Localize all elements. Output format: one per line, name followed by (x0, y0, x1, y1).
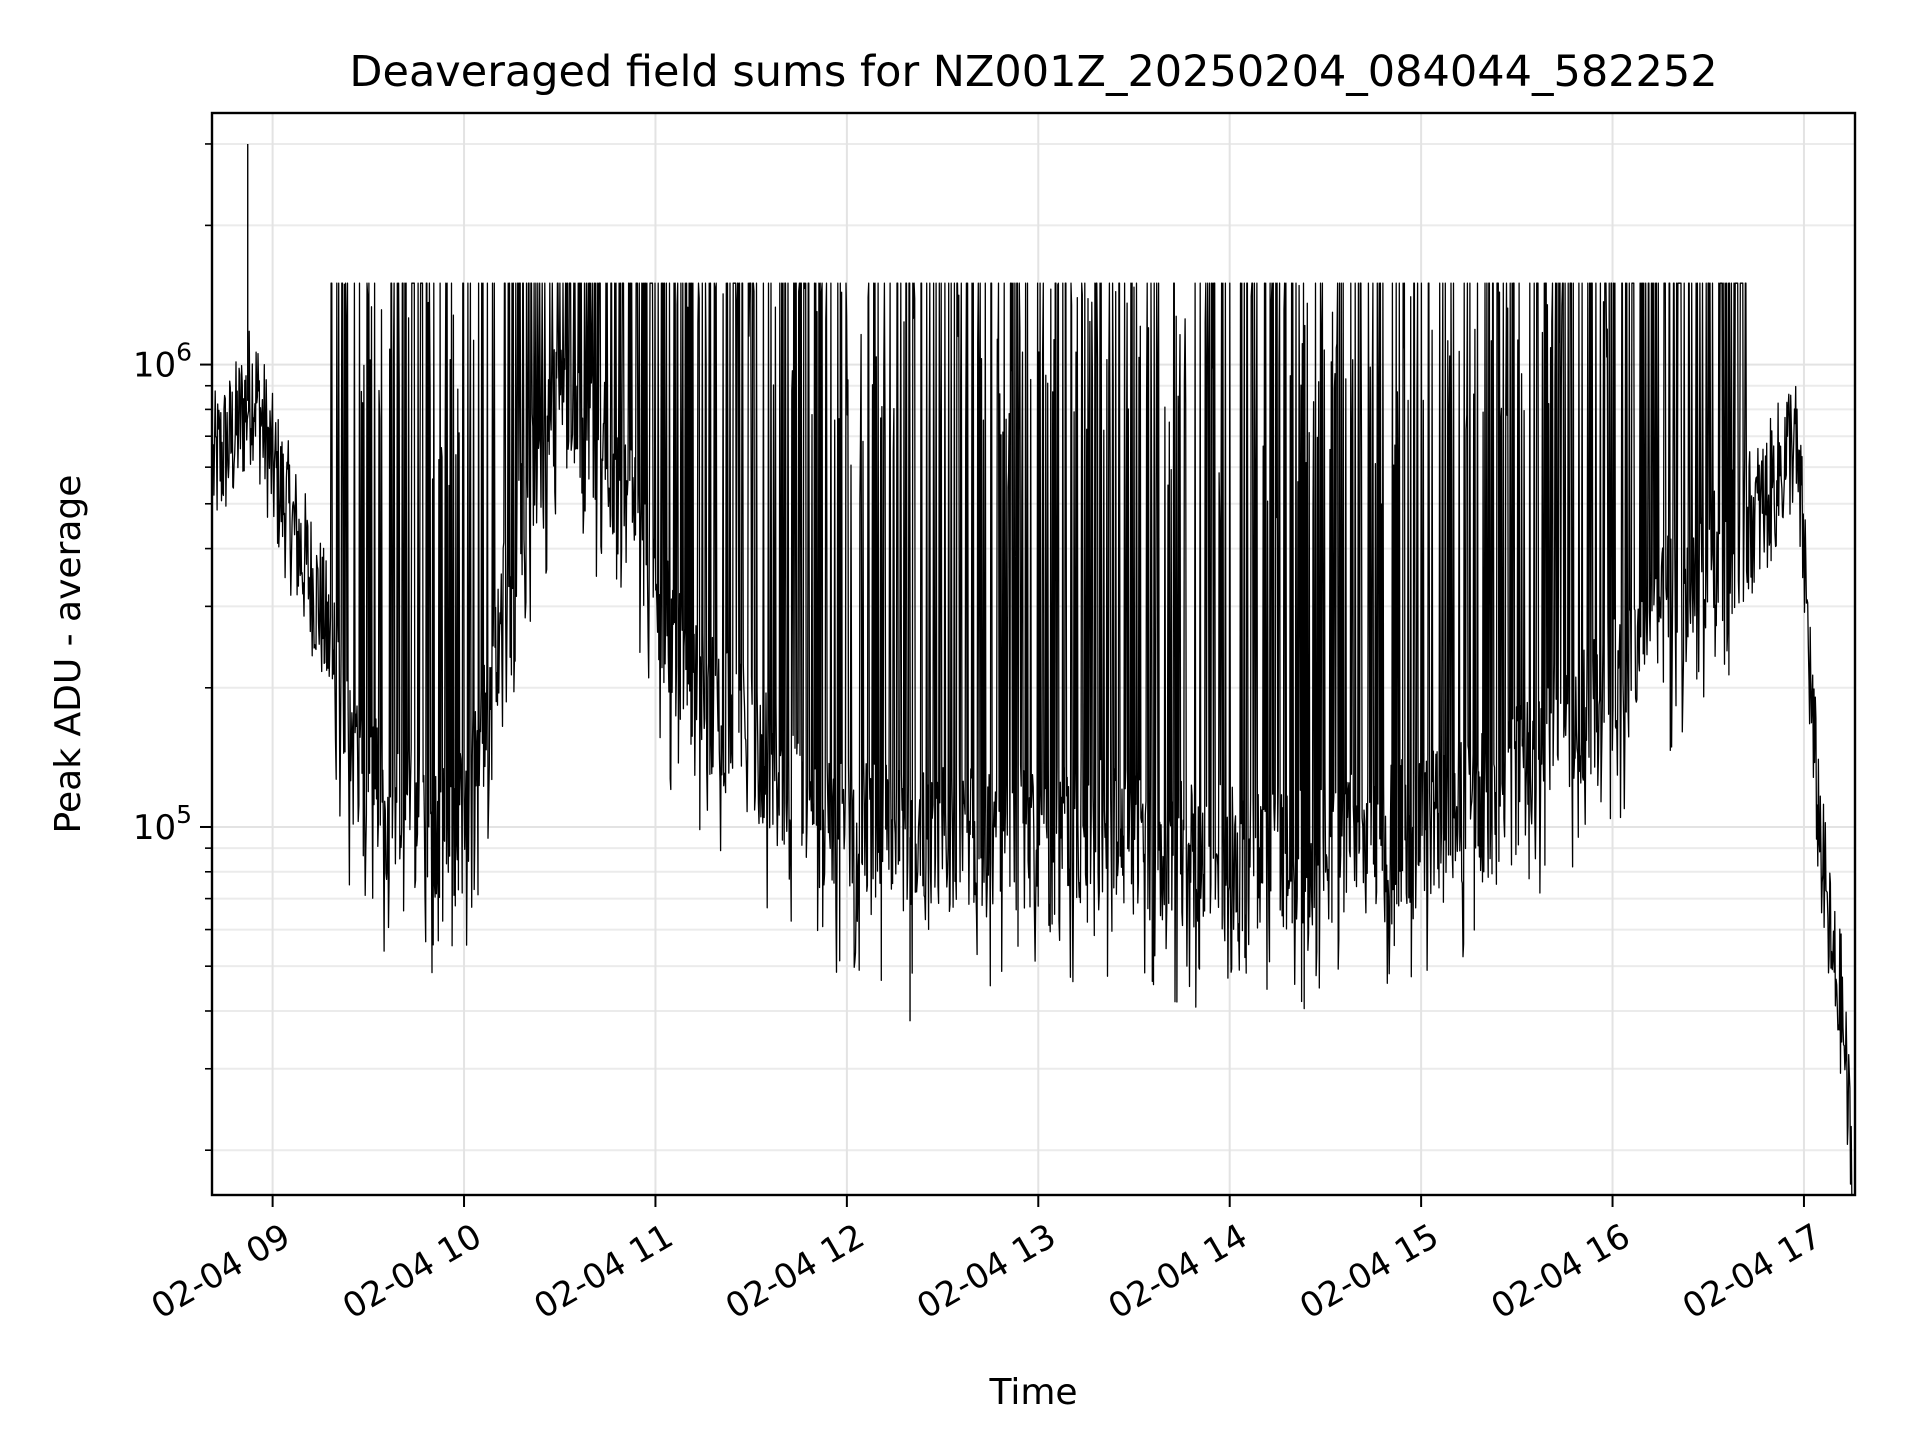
plot-frame (210, 111, 1857, 1197)
series-line (212, 282, 1853, 1195)
x-axis-label: Time (988, 1372, 1077, 1413)
y-tick-label: 106 (133, 338, 192, 386)
data-area (212, 143, 1853, 1195)
y-axis-label: Peak ADU - average (48, 475, 89, 834)
chart-title: Deaveraged field sums for NZ001Z_2025020… (349, 47, 1717, 97)
y-tick-label: 105 (133, 800, 192, 848)
